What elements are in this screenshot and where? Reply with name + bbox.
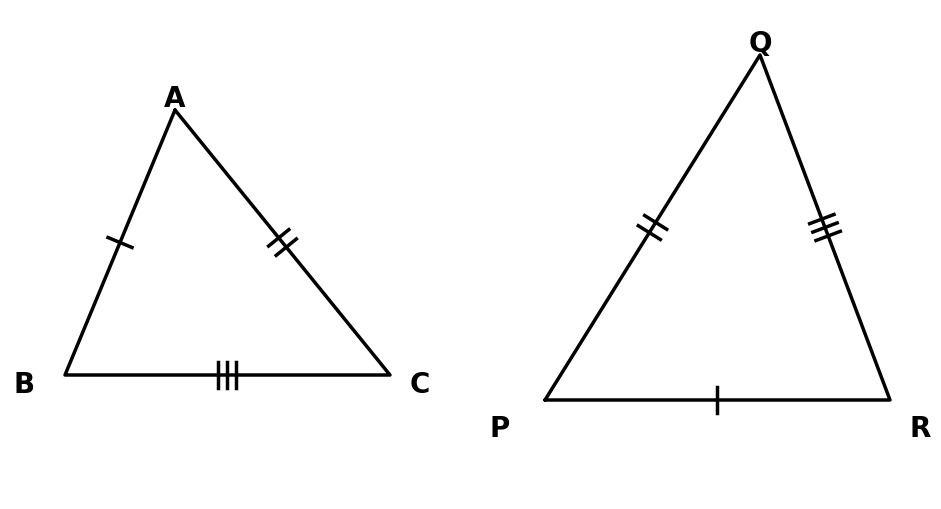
Text: R: R bbox=[910, 415, 932, 443]
Text: P: P bbox=[489, 415, 510, 443]
Text: Q: Q bbox=[748, 30, 772, 58]
Text: B: B bbox=[14, 371, 35, 399]
Text: A: A bbox=[165, 85, 185, 113]
Text: C: C bbox=[410, 371, 430, 399]
